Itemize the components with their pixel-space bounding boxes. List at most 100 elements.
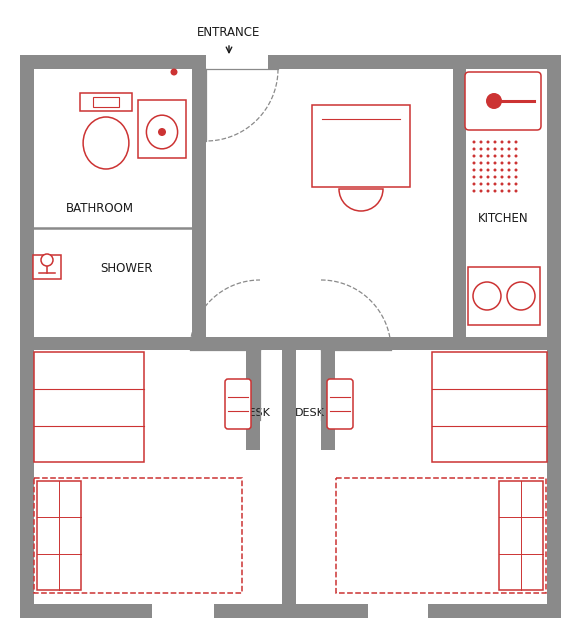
Text: DESK: DESK xyxy=(295,408,325,418)
Circle shape xyxy=(479,189,482,193)
Circle shape xyxy=(479,141,482,143)
Circle shape xyxy=(493,161,497,164)
FancyBboxPatch shape xyxy=(465,72,541,130)
Circle shape xyxy=(170,68,178,76)
Circle shape xyxy=(472,147,475,150)
Bar xyxy=(20,337,206,350)
Circle shape xyxy=(515,154,518,157)
Circle shape xyxy=(500,154,504,157)
Circle shape xyxy=(500,168,504,172)
Circle shape xyxy=(479,168,482,172)
Bar xyxy=(432,352,547,462)
Bar xyxy=(37,481,81,590)
Circle shape xyxy=(500,182,504,186)
Circle shape xyxy=(479,175,482,179)
Circle shape xyxy=(500,175,504,179)
Text: BATHROOM: BATHROOM xyxy=(66,202,134,214)
Circle shape xyxy=(472,175,475,179)
Bar xyxy=(33,255,61,279)
Bar xyxy=(20,604,547,618)
Wedge shape xyxy=(339,189,383,211)
Circle shape xyxy=(507,282,535,310)
Circle shape xyxy=(493,175,497,179)
Ellipse shape xyxy=(146,115,178,149)
Text: BEDROOM 2: BEDROOM 2 xyxy=(399,531,471,545)
Circle shape xyxy=(479,154,482,157)
Circle shape xyxy=(515,182,518,186)
Circle shape xyxy=(493,154,497,157)
Circle shape xyxy=(507,147,511,150)
Circle shape xyxy=(486,141,490,143)
Circle shape xyxy=(493,189,497,193)
Ellipse shape xyxy=(83,117,129,169)
Circle shape xyxy=(507,189,511,193)
Circle shape xyxy=(486,93,502,109)
Circle shape xyxy=(507,182,511,186)
Bar xyxy=(192,55,206,350)
Circle shape xyxy=(486,168,490,172)
Circle shape xyxy=(472,189,475,193)
Circle shape xyxy=(507,161,511,164)
Circle shape xyxy=(515,147,518,150)
Text: ENTRANCE: ENTRANCE xyxy=(198,26,261,38)
Bar xyxy=(321,350,335,450)
Bar xyxy=(20,55,34,618)
FancyBboxPatch shape xyxy=(225,379,251,429)
Circle shape xyxy=(493,182,497,186)
Circle shape xyxy=(493,147,497,150)
Bar xyxy=(547,55,561,618)
Text: DESK: DESK xyxy=(241,408,271,418)
Circle shape xyxy=(479,161,482,164)
Bar xyxy=(138,100,186,158)
Circle shape xyxy=(507,154,511,157)
Bar xyxy=(34,352,144,462)
Circle shape xyxy=(472,161,475,164)
Bar xyxy=(34,478,242,593)
Circle shape xyxy=(486,161,490,164)
Bar xyxy=(453,69,466,350)
Bar xyxy=(282,350,296,618)
Circle shape xyxy=(486,147,490,150)
Circle shape xyxy=(507,175,511,179)
Circle shape xyxy=(486,182,490,186)
Bar xyxy=(312,105,410,187)
Bar xyxy=(206,337,453,350)
Circle shape xyxy=(515,141,518,143)
Circle shape xyxy=(515,161,518,164)
Circle shape xyxy=(472,168,475,172)
Bar xyxy=(80,93,132,111)
Bar xyxy=(152,604,214,618)
Bar xyxy=(466,337,547,350)
Circle shape xyxy=(473,282,501,310)
Text: BEDROOM 1: BEDROOM 1 xyxy=(112,531,184,545)
Circle shape xyxy=(486,175,490,179)
Circle shape xyxy=(479,182,482,186)
Text: SHOWER: SHOWER xyxy=(100,262,152,275)
Circle shape xyxy=(507,168,511,172)
Circle shape xyxy=(158,128,166,136)
Circle shape xyxy=(486,189,490,193)
FancyBboxPatch shape xyxy=(327,379,353,429)
Bar xyxy=(20,55,192,69)
Circle shape xyxy=(500,189,504,193)
Bar xyxy=(368,604,428,618)
Text: KITCHEN: KITCHEN xyxy=(478,211,528,225)
Circle shape xyxy=(493,141,497,143)
Bar xyxy=(246,350,260,450)
Circle shape xyxy=(493,168,497,172)
Circle shape xyxy=(500,147,504,150)
Circle shape xyxy=(41,254,53,266)
Circle shape xyxy=(500,141,504,143)
Circle shape xyxy=(500,161,504,164)
Bar xyxy=(336,478,546,593)
Circle shape xyxy=(472,182,475,186)
Circle shape xyxy=(515,175,518,179)
Text: BREAKFAST
BAR: BREAKFAST BAR xyxy=(327,148,394,176)
Circle shape xyxy=(472,141,475,143)
Bar xyxy=(93,97,119,107)
Circle shape xyxy=(472,154,475,157)
Circle shape xyxy=(515,189,518,193)
Circle shape xyxy=(515,168,518,172)
Circle shape xyxy=(507,141,511,143)
Circle shape xyxy=(479,147,482,150)
